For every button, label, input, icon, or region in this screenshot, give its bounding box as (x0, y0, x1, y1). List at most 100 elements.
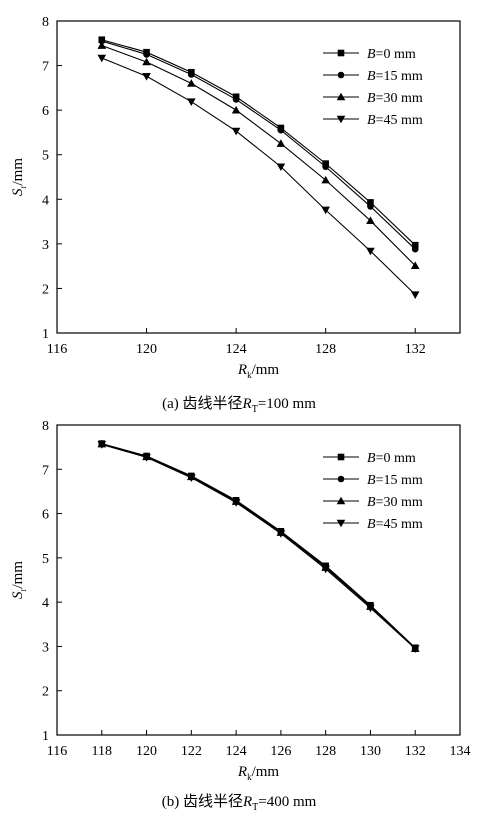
x-tick-label: 120 (136, 342, 157, 357)
y-tick-label: 3 (42, 238, 49, 253)
x-tick-label: 128 (315, 744, 336, 759)
legend-label: B=15 mm (367, 473, 423, 488)
data-point (231, 105, 241, 114)
data-point (277, 126, 285, 134)
data-point (97, 441, 107, 449)
caption-a-var: R (242, 396, 252, 412)
x-tick-label: 122 (181, 744, 202, 759)
series-line (101, 57, 416, 296)
data-point (321, 175, 330, 184)
legend-marker (337, 71, 345, 79)
legend-marker (337, 453, 345, 461)
data-point (188, 71, 195, 78)
plot-frame-a (56, 20, 461, 334)
caption-a: (a) 齿线半径RT=100 mm (0, 392, 478, 415)
y-tick-label: 4 (42, 596, 49, 611)
data-point (143, 51, 150, 58)
series-a-3 (97, 54, 420, 299)
data-point (321, 565, 330, 574)
x-tick-label: 118 (92, 744, 112, 759)
x-tick-label: 130 (360, 744, 381, 759)
chart-b: 1 2 3 4 5 6 7 8 116 118 120 122 124 126 128 130 132 134 Rk… (10, 419, 471, 782)
legend-label: B=0 mm (367, 451, 416, 466)
data-point (97, 54, 107, 63)
data-point (366, 247, 375, 256)
data-point (321, 206, 330, 215)
y-tick-label: 6 (42, 104, 49, 119)
caption-b: (b) 齿线半径RT=400 mm (0, 790, 478, 813)
data-point (411, 245, 419, 253)
x-tick-label: 128 (315, 342, 336, 357)
legend-marker (337, 49, 345, 57)
y-tick-label: 6 (42, 508, 49, 523)
x-tick-label: 124 (226, 342, 247, 357)
data-point (410, 645, 420, 653)
series-line (101, 39, 416, 246)
plot-frame-b (56, 424, 461, 736)
data-point (187, 79, 196, 87)
y-tick-label: 7 (42, 60, 49, 75)
x-tick-label: 132 (405, 744, 426, 759)
y-tick-label: 8 (42, 419, 49, 434)
x-tick-label: 116 (47, 744, 67, 759)
y-tick-label: 7 (42, 463, 49, 478)
legend-marker (336, 519, 346, 528)
data-point (187, 474, 196, 482)
series-a-2 (97, 41, 420, 269)
legend-a: B=0 mm B=15 mm B=30 mm B=45 mm (323, 47, 423, 128)
x-axis-label-b: Rk/mm (237, 764, 280, 782)
data-point (142, 57, 151, 66)
data-point (276, 163, 286, 172)
data-point (410, 261, 420, 269)
data-point (366, 216, 375, 224)
y-tick-label: 2 (42, 282, 49, 297)
y-tick-label: 3 (42, 640, 49, 655)
y-axis-label-a: Sr/mm (10, 158, 28, 196)
legend-label: B=0 mm (367, 47, 416, 62)
legend-label: B=15 mm (367, 69, 423, 84)
data-point (231, 499, 241, 507)
x-tick-label: 126 (270, 744, 291, 759)
data-point (142, 454, 151, 462)
legend-marker (337, 475, 345, 483)
legend-marker (336, 92, 346, 101)
caption-a-sub: T (251, 404, 258, 415)
y-tick-label: 8 (42, 15, 49, 30)
y-tick-label: 4 (42, 193, 49, 208)
data-point (232, 96, 240, 103)
x-axis-label-a: Rk/mm (237, 362, 280, 380)
legend-label: B=30 mm (367, 91, 423, 106)
series-b-2 (97, 439, 420, 652)
caption-b-suffix: =400 mm (258, 794, 317, 810)
data-point (366, 604, 375, 613)
legend-b: B=0 mm B=15 mm B=30 mm B=45 mm (323, 451, 423, 532)
legend-label: B=30 mm (367, 495, 423, 510)
y-tick-label: 1 (42, 327, 49, 342)
data-point (367, 199, 374, 206)
data-point (276, 530, 286, 538)
legend-marker (336, 115, 346, 124)
data-point (142, 72, 151, 81)
y-axis-label-b: Sr/mm (10, 561, 28, 599)
data-point (231, 127, 241, 136)
data-point (187, 98, 196, 106)
series-b-0 (98, 440, 419, 652)
legend-label: B=45 mm (367, 517, 423, 532)
series-b-3 (97, 441, 420, 653)
data-point (367, 203, 374, 210)
data-point (411, 241, 419, 249)
series-line (101, 40, 416, 250)
caption-b-prefix: (b) 齿线半径 (161, 794, 243, 810)
series-line (101, 443, 416, 650)
caption-b-sub: T (252, 802, 259, 813)
data-point (98, 37, 106, 45)
y-tick-label: 2 (42, 685, 49, 700)
data-point (276, 139, 286, 147)
x-tick-label: 120 (136, 744, 157, 759)
x-tick-label: 132 (405, 342, 426, 357)
caption-a-suffix: =100 mm (257, 396, 316, 412)
data-point (322, 163, 329, 171)
caption-a-prefix: (a) 齿线半径 (162, 396, 243, 412)
